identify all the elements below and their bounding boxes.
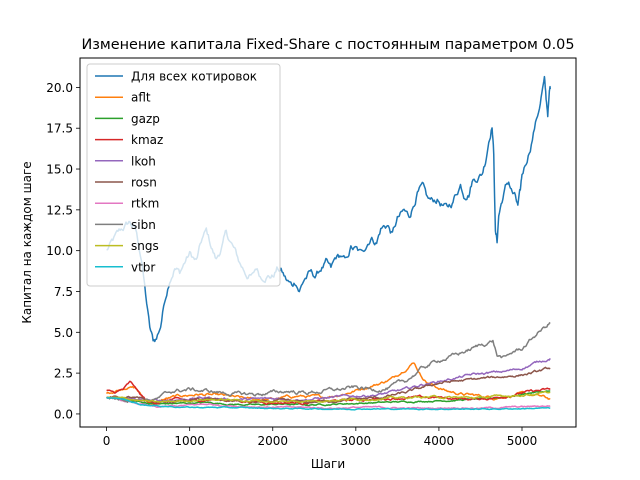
y-tick-label: 20.0	[46, 81, 73, 95]
y-tick-label: 5.0	[54, 326, 73, 340]
legend-label-sngs: sngs	[131, 239, 159, 253]
y-tick-label: 12.5	[46, 203, 73, 217]
legend-label-rtkm: rtkm	[131, 197, 159, 211]
legend-label-kmaz: kmaz	[131, 133, 163, 147]
series-line-sibn	[106, 321, 551, 404]
y-tick-label: 2.5	[54, 367, 73, 381]
legend-label-gazp: gazp	[131, 112, 160, 126]
legend-label-rosn: rosn	[131, 176, 157, 190]
y-tick-label: 15.0	[46, 163, 73, 177]
series-line-lkoh	[106, 358, 551, 402]
x-tick-label: 1000	[174, 434, 205, 448]
x-tick-label: 0	[103, 434, 111, 448]
y-axis: 0.0 2.5 5.0 7.5 10.0 12.5 15.0 17.5 20.0	[46, 81, 80, 421]
legend: Для всех котировок aflt gazp kmaz lkoh rosn rt…	[86, 63, 281, 287]
y-tick-label: 7.5	[54, 285, 73, 299]
legend-label-sibn: sibn	[131, 218, 156, 232]
x-tick-label: 4000	[424, 434, 455, 448]
legend-label-Для всех котировок: Для всех котировок	[131, 70, 257, 84]
plot-frame	[79, 57, 577, 428]
x-tick-label: 2000	[257, 434, 288, 448]
x-tick-label: 5000	[507, 434, 538, 448]
legend-label-aflt: aflt	[131, 91, 151, 105]
legend-label-vtbr: vtbr	[131, 260, 155, 274]
legend-label-lkoh: lkoh	[131, 154, 156, 168]
y-axis-label: Капитал на каждом шаге	[20, 161, 34, 323]
series-line-vtbr	[106, 396, 551, 411]
legend-box	[86, 63, 281, 287]
x-axis: 0 1000 2000 3000 4000 5000	[103, 427, 538, 448]
chart-title: Изменение капитала Fixed-Share с постоян…	[82, 37, 575, 53]
series-line-sngs	[106, 390, 551, 404]
y-tick-label: 17.5	[46, 122, 73, 136]
x-tick-label: 3000	[341, 434, 372, 448]
y-tick-label: 0.0	[54, 407, 73, 421]
x-axis-label: Шаги	[311, 457, 345, 471]
y-tick-label: 10.0	[46, 244, 73, 258]
